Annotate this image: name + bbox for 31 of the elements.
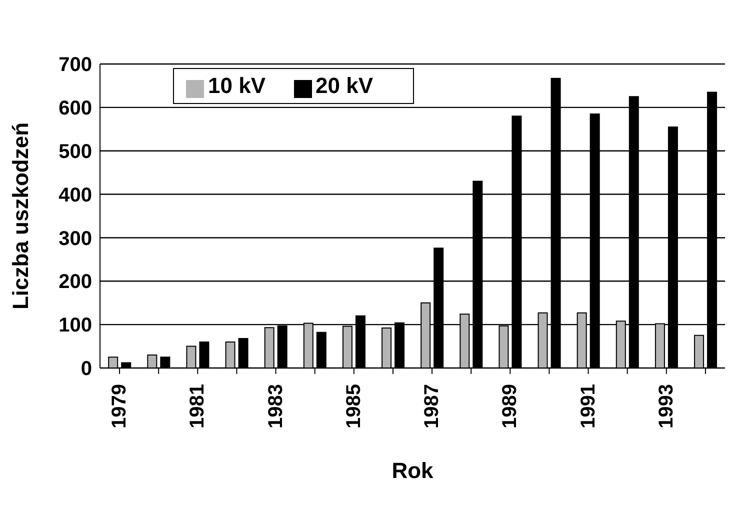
bar bbox=[199, 341, 210, 368]
x-tick-label: 1981 bbox=[186, 384, 209, 428]
bar bbox=[264, 327, 274, 368]
legend-label: 10 kV bbox=[208, 73, 266, 98]
x-tick-label: 1985 bbox=[342, 384, 365, 428]
y-tick-label: 600 bbox=[58, 98, 92, 120]
y-tick-label: 300 bbox=[58, 228, 92, 250]
bar bbox=[108, 356, 118, 368]
bar bbox=[160, 356, 170, 368]
y-tick-label: 100 bbox=[58, 314, 92, 337]
x-tick-label: 1993 bbox=[655, 384, 678, 428]
y-tick-label: 0 bbox=[80, 358, 92, 380]
y-tick-label: 700 bbox=[58, 54, 92, 76]
bar bbox=[238, 338, 248, 368]
bar bbox=[225, 341, 236, 368]
x-tick-label: 1987 bbox=[421, 384, 444, 428]
y-tick-label: 400 bbox=[58, 184, 92, 206]
bar bbox=[147, 354, 158, 368]
bar bbox=[316, 332, 326, 368]
x-tick-label: 1979 bbox=[108, 384, 131, 428]
x-tick-label: 1989 bbox=[499, 384, 522, 428]
y-tick-label: 200 bbox=[58, 271, 92, 294]
bar bbox=[186, 346, 196, 368]
bar bbox=[382, 328, 392, 368]
bar bbox=[694, 334, 704, 368]
x-axis-title: Rok bbox=[392, 458, 434, 483]
y-tick-label: 500 bbox=[58, 140, 92, 163]
x-tick-label: 1983 bbox=[264, 384, 287, 428]
x-tick-label: 1991 bbox=[577, 384, 600, 428]
legend-label: 20 kV bbox=[316, 73, 373, 98]
y-axis-title: Liczba uszkodzeń bbox=[8, 122, 33, 310]
